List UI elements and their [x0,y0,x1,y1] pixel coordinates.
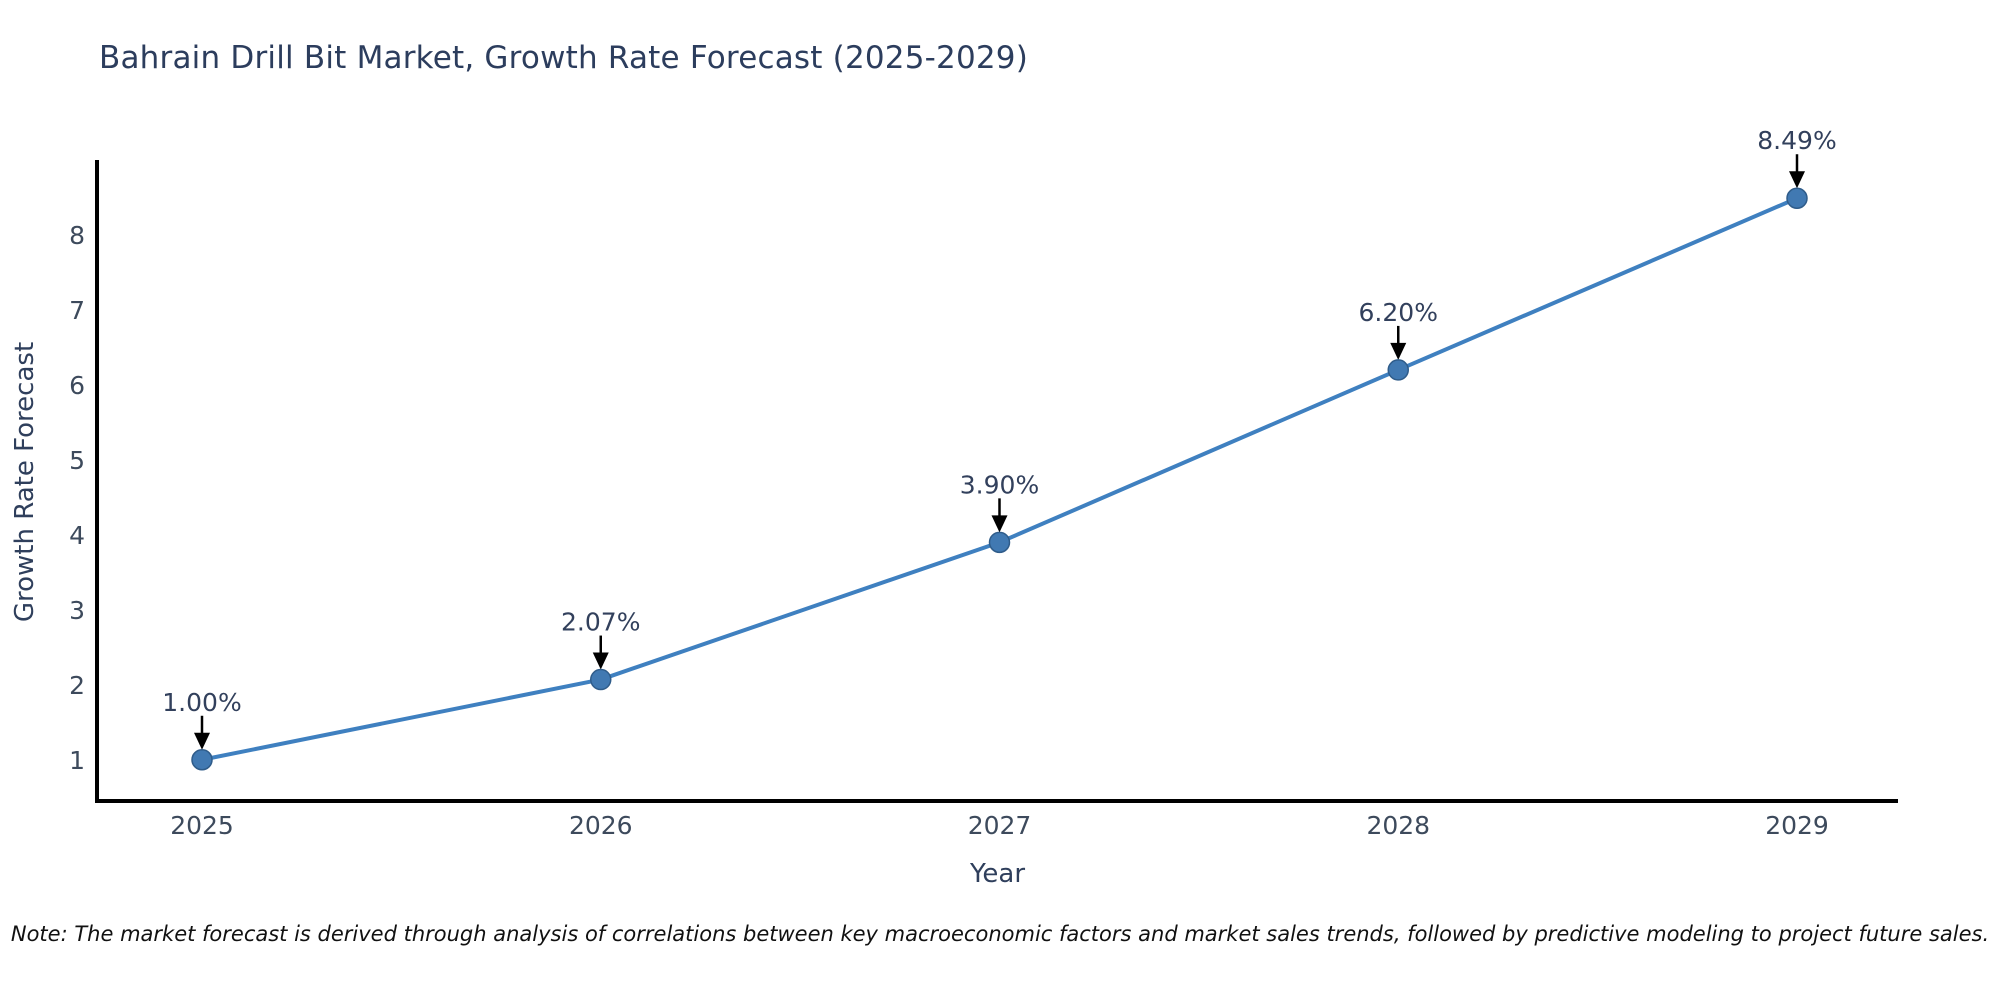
x-tick-label: 2029 [1765,811,1829,840]
y-tick-label: 4 [69,521,85,550]
data-point-marker [1786,187,1808,209]
point-annotation-label: 3.90% [960,470,1039,499]
data-point-marker [988,531,1011,554]
point-annotation-label: 8.49% [1757,126,1836,155]
data-point-marker [191,749,213,771]
annotation-arrow-head-icon [991,515,1008,533]
point-annotation-label: 6.20% [1359,298,1438,327]
y-tick-label: 1 [69,746,85,775]
y-tick-label: 5 [69,446,85,475]
annotation-arrow-head-icon [1390,342,1407,360]
x-tick-label: 2026 [569,811,633,840]
point-annotation-label: 2.07% [561,608,640,637]
x-tick-label: 2025 [170,811,234,840]
annotation-arrow-head-icon [592,652,609,670]
point-annotation-label: 1.00% [162,688,241,717]
y-axis-title: Growth Rate Forecast [10,341,40,623]
chart-title: Bahrain Drill Bit Market, Growth Rate Fo… [99,40,1029,76]
x-axis-title: Year [969,859,1026,889]
x-tick-label: 2028 [1366,811,1430,840]
y-tick-label: 2 [69,671,85,700]
y-tick-label: 6 [69,371,85,400]
x-tick-label: 2027 [968,811,1032,840]
annotation-arrow-head-icon [1789,171,1805,189]
data-point-marker [590,668,612,691]
footnote: Note: The market forecast is derived thr… [10,922,1990,946]
y-tick-label: 3 [69,596,85,625]
y-tick-label: 7 [69,296,85,325]
y-tick-label: 8 [69,221,85,250]
annotation-arrow-head-icon [194,732,210,750]
data-point-marker [1387,359,1409,381]
